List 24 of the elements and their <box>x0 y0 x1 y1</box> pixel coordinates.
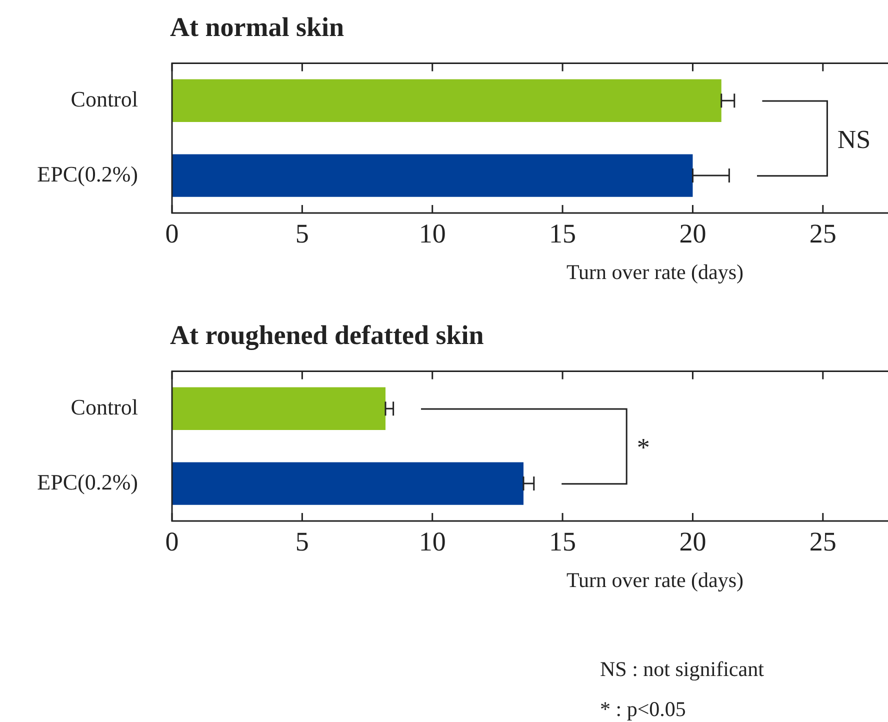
x-tick-label: 15 <box>549 526 576 556</box>
y-tick-label: EPC(0.2%) <box>37 161 138 186</box>
x-tick-label: 10 <box>418 526 446 556</box>
y-tick-label: EPC(0.2%) <box>37 469 138 494</box>
x-tick-label: 20 <box>679 218 706 248</box>
x-tick-label: 25 <box>809 526 836 556</box>
x-tick-label: 20 <box>679 526 706 556</box>
text: NS : not significant <box>600 657 764 681</box>
x-tick-label: 15 <box>549 218 576 248</box>
x-tick-label: 5 <box>295 526 309 556</box>
annotation: NS <box>837 125 871 156</box>
y-tick-label: Control <box>70 86 138 112</box>
x-tick-label: 0 <box>165 526 179 556</box>
x-tick-label: 10 <box>418 218 446 248</box>
annotation: * <box>636 433 650 464</box>
x-tick-label: 5 <box>295 218 309 248</box>
y-tick-label: Control <box>70 394 138 420</box>
chart-title: At normal skin <box>170 12 344 43</box>
x-tick-label: 25 <box>809 218 836 248</box>
x-axis-title: Turn over rate (days) <box>565 568 745 593</box>
x-tick-label: 0 <box>165 218 179 248</box>
x-axis-title: Turn over rate (days) <box>565 260 745 285</box>
chart-title: At roughened defatted skin <box>170 320 484 351</box>
text: * : p<0.05 <box>600 697 686 721</box>
